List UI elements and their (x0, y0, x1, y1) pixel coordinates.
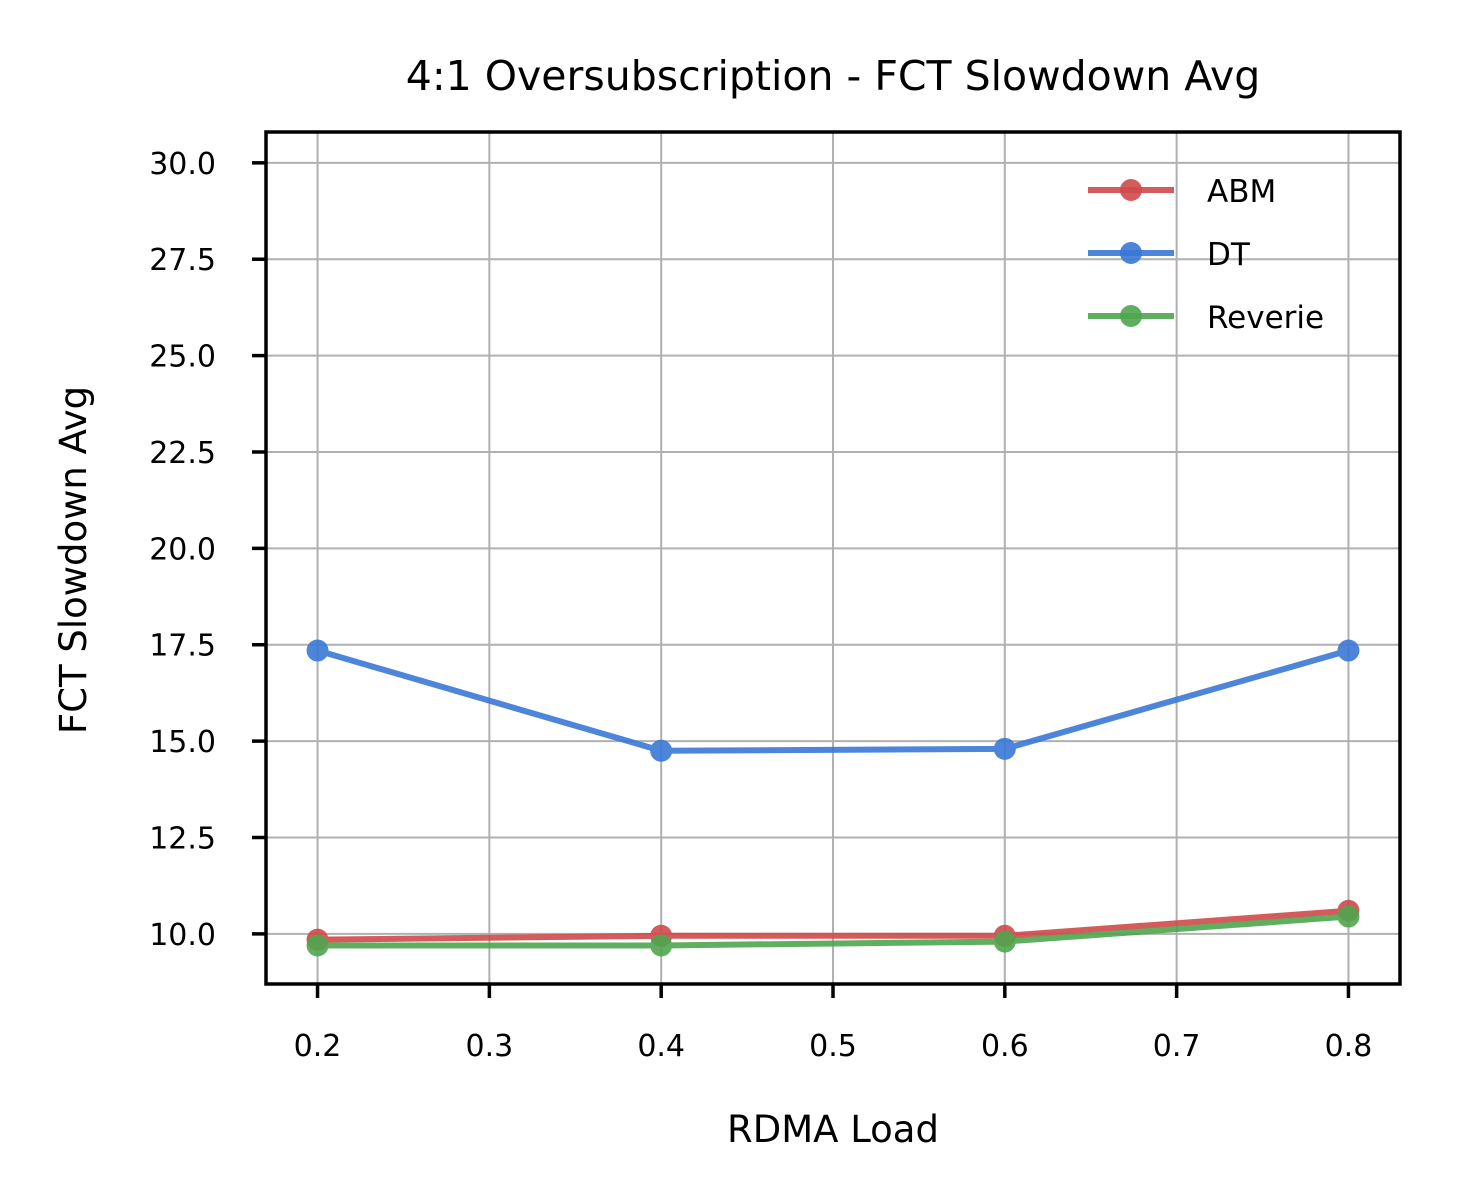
y-axis-label: FCT Slowdown Avg (52, 386, 95, 734)
data-point (1337, 639, 1360, 662)
y-tick-label: 17.5 (149, 629, 216, 664)
legend-item-dt: DT (1088, 237, 1251, 273)
data-point (650, 934, 673, 957)
legend-label: ABM (1207, 174, 1276, 210)
y-tick-label: 27.5 (149, 243, 216, 278)
x-tick-label: 0.5 (809, 1029, 857, 1064)
series-dt (306, 639, 1360, 762)
x-tick-label: 0.7 (1153, 1029, 1201, 1064)
y-tick-label: 30.0 (149, 147, 216, 182)
data-point (993, 930, 1016, 953)
y-tick-label: 10.0 (149, 918, 216, 953)
y-tick-label: 20.0 (149, 532, 216, 567)
x-tick-label: 0.6 (981, 1029, 1029, 1064)
legend-item-abm: ABM (1088, 174, 1276, 210)
data-point (306, 639, 329, 662)
y-tick-label: 15.0 (149, 725, 216, 760)
x-tick-label: 0.4 (637, 1029, 685, 1064)
legend-marker (1120, 305, 1142, 327)
data-point (650, 739, 673, 762)
data-point (993, 737, 1016, 760)
series-layer (306, 639, 1360, 957)
data-point (306, 934, 329, 957)
series-line (314, 907, 1352, 943)
x-tick-label: 0.3 (466, 1029, 514, 1064)
legend-label: DT (1207, 237, 1251, 273)
legend: ABM DT Reverie (1088, 174, 1324, 336)
legend-marker (1120, 179, 1142, 201)
y-tick-label: 22.5 (149, 436, 216, 471)
y-tick-label: 12.5 (149, 822, 216, 857)
chart-title: 4:1 Oversubscription - FCT Slowdown Avg (406, 52, 1261, 100)
legend-marker (1120, 242, 1142, 264)
data-point (1337, 905, 1360, 928)
y-tick-label: 25.0 (149, 340, 216, 375)
series-line (314, 647, 1352, 754)
legend-item-reverie: Reverie (1088, 300, 1324, 336)
grid (266, 132, 1400, 984)
x-axis-label: RDMA Load (727, 1108, 939, 1151)
legend-label: Reverie (1207, 300, 1324, 336)
x-tick-label: 0.2 (294, 1029, 342, 1064)
series-line (314, 913, 1352, 949)
series-reverie (306, 905, 1360, 957)
ticks: 0.2 0.3 0.4 0.5 0.6 0.7 0.8 10.0 12.5 15.0 17.5 20.… (149, 147, 1372, 1064)
x-tick-label: 0.8 (1325, 1029, 1373, 1064)
